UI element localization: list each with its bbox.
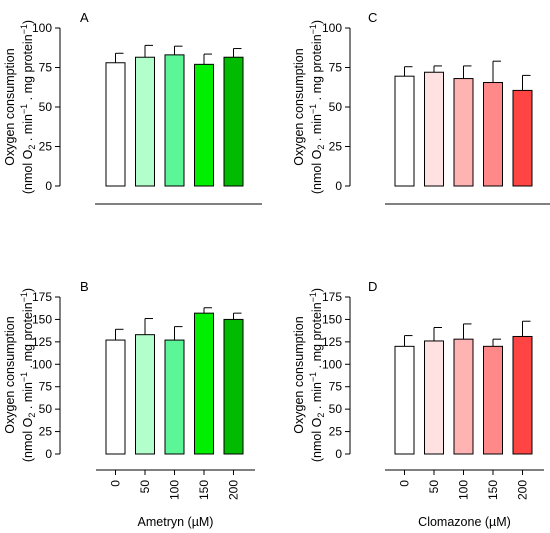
y-tick-label: 0 — [45, 179, 52, 193]
y-tick-label: 25 — [329, 140, 343, 154]
x-tick-label: 150 — [197, 480, 211, 500]
y-axis-title-line1: Oxygen consumption — [292, 48, 306, 165]
bar-200 — [512, 89, 533, 187]
panel-label: C — [368, 10, 377, 25]
y-tick-label: 25 — [39, 140, 53, 154]
bar-200 — [512, 335, 533, 455]
x-tick-label: 100 — [457, 480, 471, 500]
panel-d: D 0 25 50 75 100 125 150 175 0 50 100 150 200 Clomazon… — [292, 279, 544, 529]
bar-150 — [483, 345, 503, 455]
bar-50 — [135, 56, 155, 187]
y-tick-label: 125 — [32, 335, 52, 349]
y-tick-label: 75 — [39, 61, 53, 75]
y-tick-label: 100 — [322, 357, 342, 371]
x-tick-label: 0 — [398, 480, 412, 487]
y-tick-label: 100 — [322, 21, 342, 35]
bar-200 — [223, 318, 244, 455]
y-axis-title-line1: Oxygen consumption — [3, 48, 17, 165]
y-tick-label: 175 — [322, 290, 342, 304]
bar-100 — [164, 54, 185, 187]
y-tick-label: 0 — [335, 447, 342, 461]
panel-c: C 0 25 50 75 100 Oxygen consumption(nmol O2 . … — [292, 10, 550, 205]
y-tick-label: 100 — [32, 21, 52, 35]
x-tick-label: 100 — [168, 480, 182, 500]
x-tick-label: 50 — [138, 480, 152, 494]
y-tick-label: 75 — [39, 380, 53, 394]
y-tick-label: 50 — [39, 100, 53, 114]
y-axis-title-line1: Oxygen consumption — [292, 316, 306, 433]
x-tick-label: 200 — [227, 480, 241, 500]
y-tick-label: 150 — [32, 312, 52, 326]
y-axis-title-line2: (nmol O2 . min−1 . mg protein−1) — [308, 288, 326, 462]
panel-b: B 0 25 50 75 100 125 150 175 0 50 100 150 200 Ametryn … — [3, 279, 255, 529]
panel-label: A — [80, 10, 89, 25]
bar-150 — [194, 312, 214, 455]
bar-50 — [424, 71, 444, 187]
panel-a: A 0 25 50 75 100 Oxygen consumption(nmol O2 . … — [3, 10, 262, 205]
y-tick-label: 50 — [329, 100, 343, 114]
bar-150 — [483, 82, 503, 187]
panel-label: D — [368, 279, 377, 294]
bar-200 — [223, 56, 244, 187]
bar-50 — [424, 340, 444, 455]
y-tick-label: 100 — [32, 357, 52, 371]
panel-label: B — [80, 279, 89, 294]
y-tick-label: 25 — [39, 425, 53, 439]
x-axis-title: Clomazone (µM) — [418, 515, 511, 529]
bar-100 — [164, 339, 185, 455]
y-tick-label: 75 — [329, 380, 343, 394]
y-tick-label: 0 — [335, 179, 342, 193]
y-tick-label: 25 — [329, 425, 343, 439]
y-axis-title-line2: (nmol O2 . min−1 . mg protein−1) — [19, 288, 37, 462]
x-tick-label: 0 — [109, 480, 123, 487]
bar-100 — [453, 78, 474, 187]
bar-50 — [135, 334, 155, 455]
y-tick-label: 75 — [329, 61, 343, 75]
y-tick-label: 125 — [322, 335, 342, 349]
y-axis-title-line2: (nmol O2 . min−1 . mg protein−1) — [308, 20, 326, 194]
y-tick-label: 175 — [32, 290, 52, 304]
bar-0 — [105, 339, 126, 455]
bar-150 — [194, 63, 214, 187]
y-tick-label: 150 — [322, 312, 342, 326]
y-axis-title-line2: (nmol O2 . min−1 . mg protein−1) — [19, 20, 37, 194]
y-tick-label: 50 — [329, 402, 343, 416]
x-axis-title: Ametryn (µM) — [138, 515, 214, 529]
x-tick-label: 150 — [486, 480, 500, 500]
y-axis-title-line1: Oxygen consumption — [3, 316, 17, 433]
bar-0 — [105, 62, 126, 187]
x-tick-label: 200 — [516, 480, 530, 500]
bar-100 — [453, 338, 474, 455]
bar-0 — [394, 345, 415, 455]
bar-0 — [394, 75, 415, 187]
y-tick-label: 0 — [45, 447, 52, 461]
x-tick-label: 50 — [427, 480, 441, 494]
y-tick-label: 50 — [39, 402, 53, 416]
